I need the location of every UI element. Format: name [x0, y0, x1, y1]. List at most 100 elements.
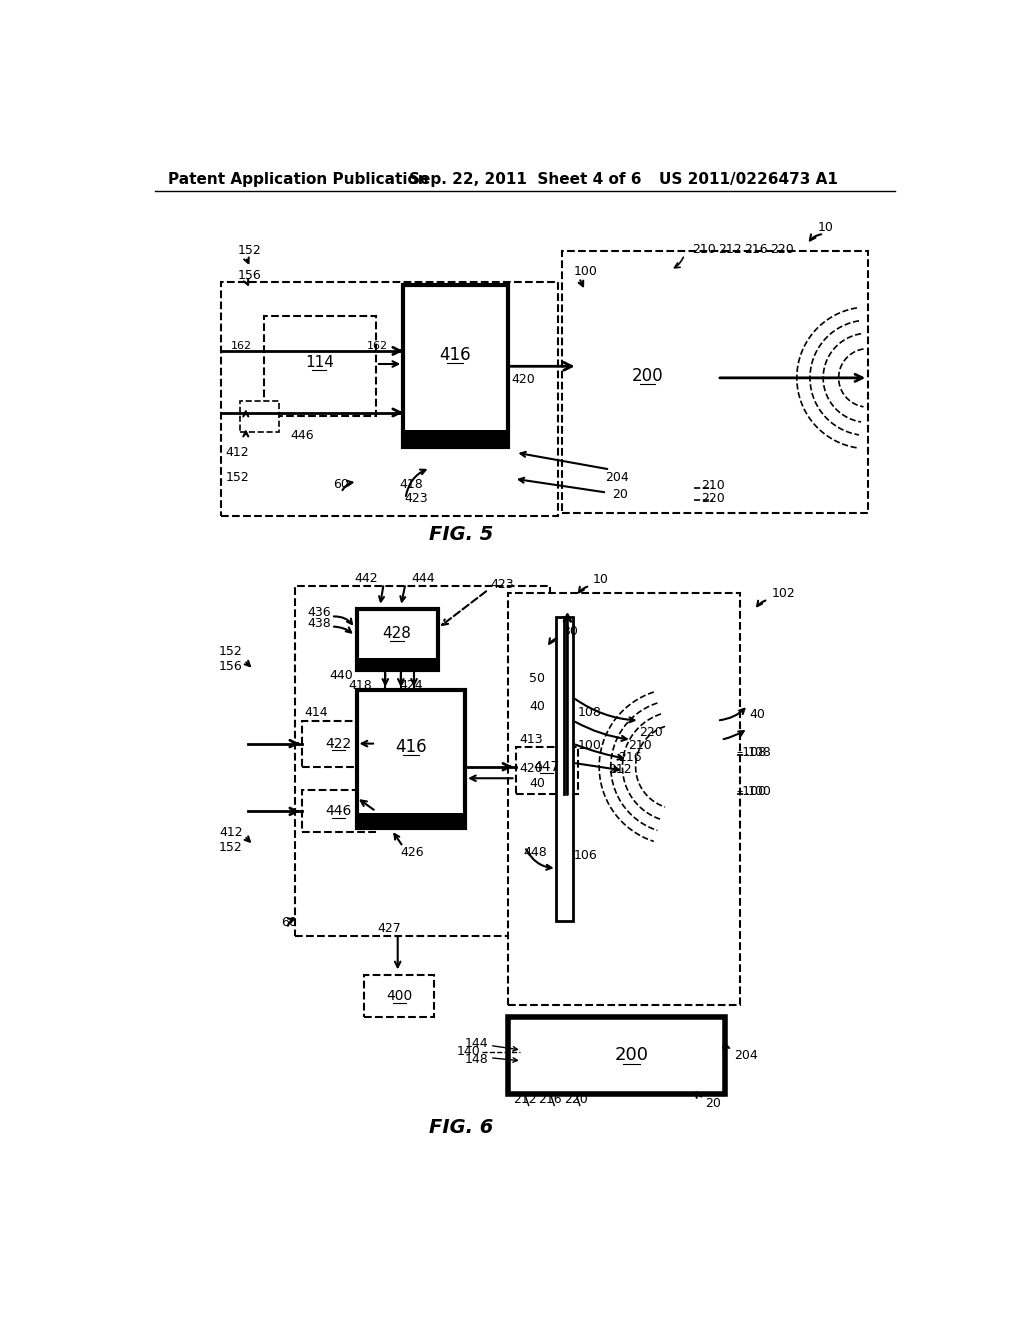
Text: 428: 428: [383, 626, 412, 642]
Text: 216: 216: [618, 751, 642, 764]
Text: 422: 422: [326, 737, 352, 751]
Text: 220: 220: [564, 1093, 588, 1106]
Text: 140: 140: [457, 1045, 480, 1059]
Bar: [515, 747, 578, 793]
Text: 416: 416: [439, 346, 471, 364]
Bar: [241, 401, 280, 432]
Bar: [556, 616, 572, 921]
Text: 420: 420: [512, 372, 536, 385]
Text: 448: 448: [523, 846, 547, 859]
Text: 446: 446: [291, 429, 314, 442]
Bar: [356, 689, 465, 829]
Text: 108: 108: [578, 706, 601, 719]
Text: 210: 210: [692, 243, 716, 256]
Text: 423: 423: [404, 492, 428, 506]
Text: 440: 440: [329, 669, 352, 682]
Bar: [403, 430, 508, 447]
Text: 413: 413: [519, 733, 543, 746]
Text: 152: 152: [219, 841, 243, 854]
Text: 210: 210: [701, 479, 725, 492]
Text: 446: 446: [326, 804, 352, 818]
Text: 40: 40: [750, 708, 765, 721]
Bar: [302, 789, 376, 832]
Text: 426: 426: [400, 846, 424, 859]
Text: 220: 220: [640, 726, 664, 739]
Bar: [365, 974, 434, 1016]
Text: 60: 60: [334, 478, 349, 491]
Text: 200: 200: [632, 367, 664, 385]
Text: 148: 148: [465, 1053, 488, 1065]
Text: 220: 220: [701, 492, 725, 506]
Text: 438: 438: [307, 616, 331, 630]
Text: 442: 442: [354, 572, 378, 585]
Text: 108: 108: [748, 746, 772, 759]
Text: 156: 156: [219, 660, 243, 673]
Text: 436: 436: [307, 606, 331, 619]
Text: 40: 40: [529, 777, 545, 791]
Bar: [356, 813, 465, 829]
Bar: [403, 285, 508, 447]
Text: 20: 20: [706, 1097, 721, 1110]
Text: Patent Application Publication: Patent Application Publication: [168, 172, 429, 186]
Text: 10: 10: [593, 573, 609, 586]
Text: 418: 418: [399, 478, 423, 491]
Text: 100: 100: [573, 265, 597, 279]
Text: 412: 412: [219, 825, 243, 838]
Text: 212: 212: [719, 243, 742, 256]
Text: 212: 212: [608, 763, 632, 776]
Text: 162: 162: [230, 341, 252, 351]
Text: 212: 212: [513, 1093, 537, 1106]
Text: 414: 414: [305, 706, 329, 719]
Text: 60: 60: [282, 916, 297, 929]
Text: 100: 100: [578, 739, 601, 751]
Text: 50: 50: [529, 672, 545, 685]
Text: 152: 152: [219, 644, 243, 657]
Text: 400: 400: [386, 989, 413, 1003]
Bar: [295, 586, 550, 936]
Text: 106: 106: [573, 849, 597, 862]
Bar: [562, 251, 868, 512]
Text: 100: 100: [748, 785, 772, 797]
Text: 200: 200: [614, 1047, 649, 1064]
Text: 204: 204: [604, 471, 629, 484]
Text: US 2011/0226473 A1: US 2011/0226473 A1: [658, 172, 838, 186]
Text: 418: 418: [348, 680, 372, 693]
Text: 144: 144: [465, 1038, 488, 1051]
Text: 152: 152: [238, 244, 262, 257]
Bar: [221, 281, 558, 516]
Text: 216: 216: [539, 1093, 562, 1106]
Bar: [508, 594, 740, 1006]
Text: FIG. 5: FIG. 5: [429, 524, 494, 544]
Text: 162: 162: [367, 341, 388, 351]
Text: –100: –100: [736, 785, 767, 797]
Text: 444: 444: [411, 572, 434, 585]
Text: 216: 216: [744, 243, 768, 256]
Text: 220: 220: [770, 243, 794, 256]
Text: 156: 156: [238, 269, 262, 282]
Bar: [302, 721, 376, 767]
Bar: [356, 659, 438, 671]
Text: 427: 427: [378, 921, 401, 935]
Text: 114: 114: [305, 355, 334, 370]
Bar: [508, 1016, 725, 1094]
Text: 204: 204: [734, 1049, 758, 1063]
Text: –108: –108: [736, 746, 767, 759]
Bar: [263, 317, 376, 416]
Text: FIG. 6: FIG. 6: [429, 1118, 494, 1137]
Text: 102: 102: [771, 587, 795, 601]
Bar: [521, 1039, 566, 1084]
Text: 10: 10: [817, 222, 834, 234]
Text: 424: 424: [399, 680, 423, 693]
Text: 416: 416: [395, 738, 427, 756]
Text: 210: 210: [628, 739, 651, 751]
Text: Sep. 22, 2011  Sheet 4 of 6: Sep. 22, 2011 Sheet 4 of 6: [409, 172, 641, 186]
Bar: [578, 323, 717, 436]
Text: 423: 423: [490, 578, 514, 591]
Text: 20: 20: [612, 487, 629, 500]
Text: 30: 30: [562, 624, 578, 638]
Bar: [356, 609, 438, 671]
Text: 152: 152: [225, 471, 250, 483]
Text: 447: 447: [534, 760, 560, 774]
Text: 420: 420: [519, 762, 543, 775]
Text: 40: 40: [529, 700, 545, 713]
